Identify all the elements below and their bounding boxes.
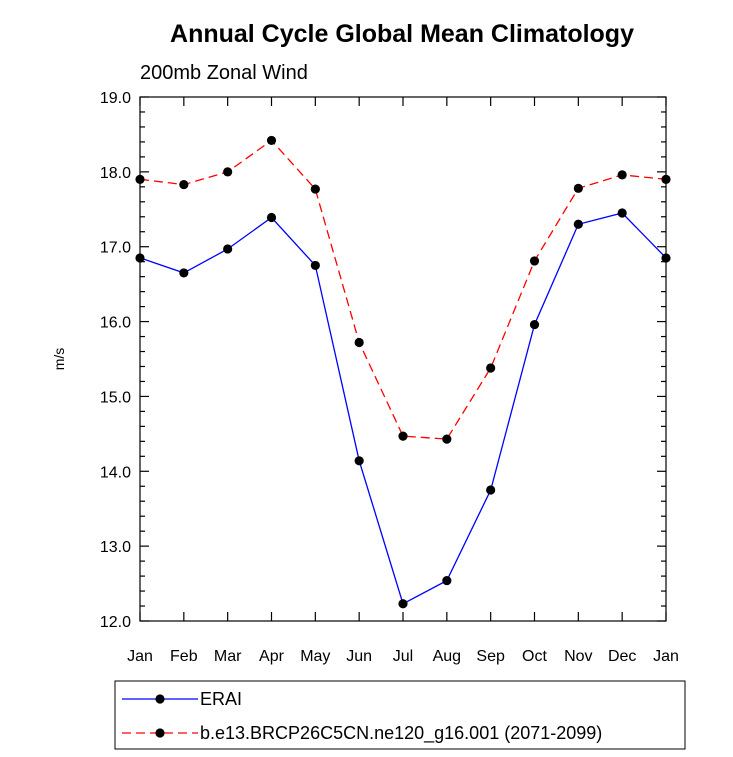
y-tick-label: 18.0 (100, 165, 131, 182)
series-1-point (529, 256, 540, 266)
x-tick-label: Aug (433, 648, 461, 665)
x-tick-label: Jan (127, 648, 153, 665)
y-tick-label: 12.0 (100, 614, 131, 631)
y-tick-label: 14.0 (100, 464, 131, 481)
series-1-point (661, 174, 671, 184)
series-0-point (135, 253, 145, 263)
series-1-point (135, 174, 145, 184)
series-layer (135, 135, 671, 609)
x-tick-label: Nov (564, 648, 592, 665)
series-0-point (617, 208, 627, 218)
series-0-point (529, 319, 540, 330)
y-axis-label: m/s (51, 348, 67, 371)
x-tick-label: Jun (346, 648, 372, 665)
legend-label-1: b.e13.BRCP26C5CN.ne120_g16.001 (2071-209… (200, 723, 602, 744)
axes: Jan Feb Mar Apr May Jun Jul Aug Sep Oct Nov Dec Jan 1… (100, 90, 679, 665)
series-0-point (354, 456, 364, 466)
legend: ERAI b.e13.BRCP26C5CN.ne120_g16.001 (2071… (114, 680, 686, 750)
x-tick-label: Oct (522, 648, 547, 665)
x-tick-label: Dec (608, 648, 636, 665)
series-1-point (354, 337, 364, 348)
series-1-point (310, 184, 320, 194)
series-1-point (486, 363, 496, 373)
chart-subtitle: 200mb Zonal Wind (140, 62, 308, 84)
series-1-point (398, 431, 408, 441)
series-1-point (266, 135, 277, 146)
x-tick-label: Jan (653, 648, 679, 665)
series-0-point (573, 219, 583, 229)
x-tick-label: Mar (214, 648, 242, 665)
legend-box (114, 680, 686, 750)
series-line-0 (139, 212, 667, 605)
y-tick-label: 17.0 (100, 240, 131, 257)
series-0-point (179, 268, 189, 278)
legend-label-0: ERAI (200, 689, 242, 709)
series-1-point (442, 434, 452, 444)
y-tick-label: 16.0 (100, 315, 131, 332)
legend-marker-0 (155, 694, 165, 704)
series-1-point (573, 183, 583, 193)
series-line-1 (139, 139, 667, 440)
series-1-point (179, 179, 189, 190)
x-tick-label: May (300, 648, 330, 665)
y-tick-label: 13.0 (100, 539, 131, 556)
series-0-point (266, 212, 277, 223)
series-0-point (310, 260, 320, 271)
x-tick-label: Sep (476, 648, 505, 665)
series-0-point (486, 485, 496, 495)
x-tick-label: Apr (259, 648, 285, 665)
series-0-point (442, 575, 452, 586)
chart-title: Annual Cycle Global Mean Climatology (170, 20, 634, 48)
series-0-point (223, 244, 233, 254)
legend-marker-1 (155, 728, 165, 738)
series-0-point (661, 253, 671, 263)
x-tick-label: Jul (393, 648, 413, 665)
series-0-point (398, 599, 408, 609)
x-tick-label: Feb (170, 648, 198, 665)
series-1-point (223, 167, 233, 177)
series-1-point (617, 170, 627, 180)
y-tick-label: 15.0 (100, 389, 131, 406)
y-tick-label: 19.0 (100, 90, 131, 107)
plot-frame (139, 96, 667, 622)
